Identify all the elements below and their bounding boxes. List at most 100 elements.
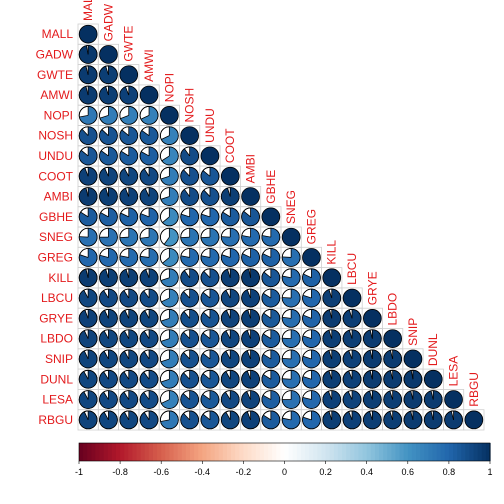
colorbar-segment bbox=[465, 443, 471, 461]
pie-GRYE-GRYE bbox=[363, 309, 382, 328]
pie-KILL-GREG bbox=[302, 268, 321, 288]
pie-LBCU-NOPI bbox=[160, 288, 179, 308]
pie-KILL-GADW bbox=[99, 268, 118, 288]
pie-RBGU-SNEG bbox=[281, 410, 301, 430]
pie-LESA-GRYE bbox=[363, 390, 382, 409]
pie-DUNL-GWTE bbox=[119, 369, 139, 389]
pie-KILL-GBHE bbox=[261, 268, 281, 288]
colorbar-segment bbox=[231, 443, 236, 461]
pie-RBGU-SNIP bbox=[403, 410, 423, 430]
pie-KILL-AMBI bbox=[241, 268, 260, 288]
pie-COOT-MALL bbox=[78, 166, 98, 186]
pie-RBGU-KILL bbox=[322, 410, 342, 430]
pie-GRYE-NOSH bbox=[180, 309, 199, 328]
pie-GRYE-MALL bbox=[78, 309, 98, 328]
pie-SNIP-SNIP bbox=[403, 349, 423, 369]
colorbar-segment bbox=[115, 443, 121, 461]
row-label: UNDU bbox=[38, 149, 73, 163]
colorbar-segment bbox=[411, 443, 417, 461]
colorbar-segment bbox=[416, 443, 421, 461]
pie-NOSH-GWTE bbox=[119, 126, 139, 145]
pie-LESA-LBCU bbox=[342, 390, 362, 409]
colorbar-segment bbox=[276, 443, 281, 461]
colorbar-tick-label: 0.8 bbox=[443, 467, 456, 477]
colorbar-segment bbox=[210, 443, 216, 461]
pie-RBGU-GBHE bbox=[261, 410, 281, 430]
pie-LESA-SNEG bbox=[281, 390, 301, 409]
colorbar-segment bbox=[206, 443, 212, 461]
pie-SNEG-SNEG bbox=[281, 227, 301, 247]
pie-LBCU-KILL bbox=[322, 288, 342, 308]
colorbar-segment bbox=[300, 443, 306, 461]
colorbar-segment bbox=[144, 443, 150, 461]
column-label: LBDO bbox=[386, 293, 400, 326]
pie-AMBI-COOT bbox=[220, 187, 240, 206]
colorbar-segment bbox=[313, 443, 318, 461]
column-label: GADW bbox=[101, 3, 115, 41]
pie-GRYE-SNEG bbox=[281, 309, 301, 328]
column-label: MALL bbox=[81, 0, 95, 21]
pie-MALL-MALL bbox=[78, 24, 98, 44]
pie-DUNL-NOPI bbox=[160, 369, 179, 389]
pie-GRYE-COOT bbox=[220, 309, 240, 328]
pie-AMBI-GADW bbox=[99, 187, 118, 206]
pie-RBGU-NOPI bbox=[160, 410, 179, 430]
colorbar: -1 -0.8 -0.6 -0.4 -0.2 0 0.2 0.4 0.6 0.8 1 bbox=[75, 442, 493, 477]
pie-LBCU-UNDU bbox=[200, 288, 220, 308]
colorbar-segment bbox=[243, 443, 249, 461]
pie-RBGU-GRYE bbox=[363, 410, 382, 430]
pie-SNIP-LBCU bbox=[342, 349, 362, 369]
column-label: NOSH bbox=[183, 88, 197, 123]
pie-LESA-MALL bbox=[78, 390, 98, 409]
colorbar-segment bbox=[461, 443, 466, 461]
colorbar-segment bbox=[448, 443, 454, 461]
pie-SNIP-GADW bbox=[99, 349, 118, 369]
pie-GREG-GBHE bbox=[261, 248, 281, 267]
pie-NOPI-AMWI bbox=[139, 106, 159, 125]
colorbar-segment bbox=[99, 443, 105, 461]
colorbar-segment bbox=[95, 443, 101, 461]
pie-DUNL-GBHE bbox=[261, 369, 281, 389]
pie-LESA-NOPI bbox=[160, 390, 179, 409]
row-label: NOSH bbox=[38, 129, 73, 143]
column-label: GRYE bbox=[365, 271, 379, 305]
pie-LBDO-UNDU bbox=[200, 329, 220, 348]
colorbar-segment bbox=[477, 443, 483, 461]
pie-AMBI-AMWI bbox=[139, 187, 159, 206]
pie-LBDO-LBDO bbox=[383, 329, 402, 348]
pie-GRYE-LBCU bbox=[342, 309, 362, 328]
pie-SNEG-AMBI bbox=[241, 227, 260, 247]
column-label: LBCU bbox=[345, 253, 359, 285]
pie-GBHE-NOPI bbox=[160, 207, 179, 227]
pie-GRYE-GREG bbox=[302, 309, 321, 328]
pie-GRYE-UNDU bbox=[200, 309, 220, 328]
pie-NOSH-MALL bbox=[78, 126, 98, 145]
pie-KILL-NOSH bbox=[180, 268, 199, 288]
pie-AMBI-NOSH bbox=[180, 187, 199, 206]
colorbar-segment bbox=[387, 443, 392, 461]
colorbar-segment bbox=[391, 443, 397, 461]
pie-DUNL-SNIP bbox=[403, 369, 423, 389]
colorbar-segment bbox=[111, 443, 117, 461]
pie-LESA-UNDU bbox=[200, 390, 220, 409]
pie-COOT-GADW bbox=[99, 166, 118, 186]
pie-LBCU-NOSH bbox=[180, 288, 199, 308]
pie-RBGU-GWTE bbox=[119, 410, 139, 430]
pie-GREG-COOT bbox=[220, 248, 240, 267]
colorbar-segment bbox=[309, 443, 314, 461]
pie-GREG-UNDU bbox=[200, 248, 220, 267]
pie-DUNL-SNEG bbox=[281, 369, 301, 389]
colorbar-segment bbox=[432, 443, 438, 461]
pie-LBDO-COOT bbox=[220, 329, 240, 348]
colorbar-segment bbox=[280, 443, 286, 461]
pie-GREG-SNEG bbox=[281, 248, 301, 267]
row-labels: MALL GADW GWTE AMWI NOPI NOSH UNDU COOT AMBI GBHE… bbox=[36, 27, 74, 427]
colorbar-segment bbox=[202, 443, 208, 461]
pie-SNIP-MALL bbox=[78, 349, 98, 369]
colorbar-segment bbox=[354, 443, 360, 461]
pie-DUNL-COOT bbox=[220, 369, 240, 389]
column-labels: MALL GADW GWTE AMWI NOPI NOSH UNDU COOT AMBI GBHE… bbox=[81, 0, 481, 407]
pie-LESA-KILL bbox=[322, 390, 342, 409]
pie-SNIP-KILL bbox=[322, 349, 342, 369]
row-label: LBCU bbox=[41, 291, 73, 305]
